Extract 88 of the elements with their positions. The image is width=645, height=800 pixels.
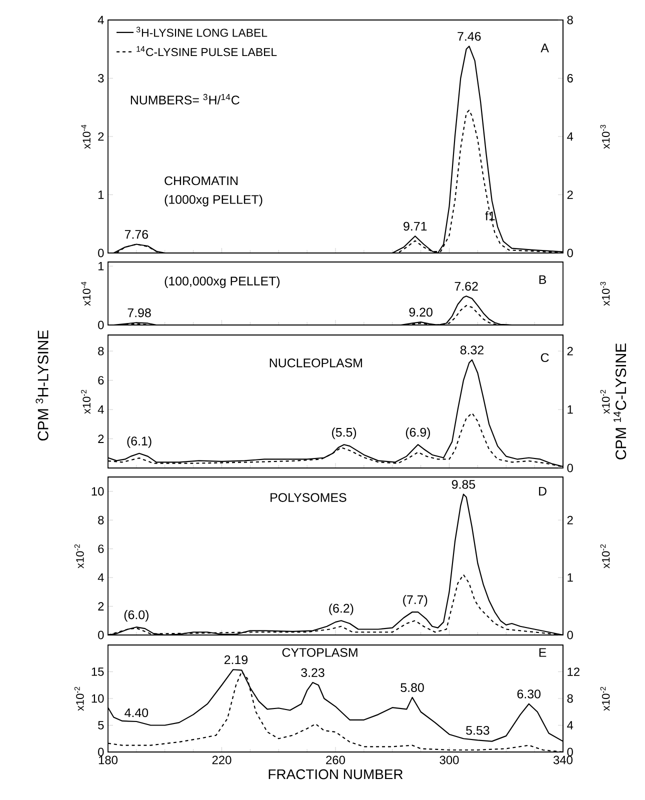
x-tick-label: 300 — [440, 756, 459, 764]
y-tick-label: 5 — [98, 721, 104, 730]
y2-tick-label: 2 — [567, 190, 573, 199]
annotation: 7.46 — [458, 32, 481, 41]
y-tick-label: 10 — [92, 694, 104, 703]
text: CPM $^{14}$C-LYSINE — [614, 343, 626, 460]
y2-tick-label: 6 — [567, 74, 573, 82]
y-tick-label: 0 — [98, 320, 104, 330]
chart-title: CYTOPLASM — [282, 648, 358, 657]
y2-tick-label: 0 — [567, 630, 573, 640]
annotation: 8.32 — [460, 346, 484, 354]
y-axis-title: x10$^{-4}$ — [81, 124, 90, 149]
y2-axis-title: x10$^{-3}$ — [600, 282, 610, 306]
x-tick-label: 180 — [98, 756, 118, 764]
y-tick-label: 0 — [98, 248, 104, 258]
annotation: 7.98 — [128, 308, 151, 318]
legend-label: $^{14}$C-LYSINE PULSE LABEL — [136, 46, 277, 56]
text: (100,000xg PELLET) — [164, 276, 280, 288]
annotation: 2.19 — [224, 655, 248, 664]
annotation: 3.23 — [301, 668, 324, 678]
annotation: (6.1) — [127, 436, 152, 448]
y-tick-label: 0 — [98, 748, 104, 756]
y-tick-label: 2 — [98, 132, 104, 141]
y-tick-label: 2 — [98, 434, 104, 443]
y-tick-label: 4 — [98, 405, 104, 414]
y-tick-label: 6 — [98, 544, 104, 554]
text: NUCLEOPLASM — [270, 358, 362, 368]
y2-tick-label: 1 — [568, 405, 573, 414]
y2-axis-title: x10$^{-2}$ — [600, 686, 610, 711]
text: CHROMATIN — [164, 176, 238, 186]
y-axis-title: x10$^{-2}$ — [74, 544, 84, 568]
y-tick-label: 4 — [98, 16, 104, 24]
y-tick-label: 1 — [98, 190, 104, 199]
y-axis-title: x10$^{-4}$ — [81, 282, 90, 306]
annotation: 5.53 — [466, 726, 490, 735]
x-tick-label: 260 — [326, 756, 346, 764]
x-axis-title: FRACTION NUMBER — [268, 769, 403, 780]
annotation: 7.76 — [124, 230, 148, 239]
annotation: D — [539, 486, 546, 496]
annotation: NUMBERS= $^{3}$H/$^{14}$C — [130, 94, 240, 104]
y2-tick-label: 4 — [567, 132, 574, 141]
annotation: E — [539, 648, 546, 657]
text: (1000xg PELLET) — [164, 194, 262, 206]
annotation: (6.2) — [329, 604, 354, 616]
annotation: (6.9) — [406, 428, 430, 440]
annotation: (6.0) — [124, 610, 148, 622]
legend-label: $^{3}$H-LYSINE LONG LABEL — [136, 26, 268, 37]
annotation: 6.30 — [517, 690, 541, 698]
y-tick-label: 2 — [98, 602, 104, 610]
y-tick-label: 8 — [98, 516, 104, 524]
y-tick-label: 4 — [98, 573, 104, 582]
y2-tick-label: 12 — [568, 668, 580, 676]
y2-tick-label: 8 — [567, 16, 573, 24]
y-tick-label: 8 — [98, 346, 104, 356]
y2-axis-title: x10$^{-2}$ — [600, 390, 610, 414]
annotation: (7.7) — [403, 594, 428, 607]
annotation: A — [540, 44, 549, 52]
y2-axis-title: x10$^{-3}$ — [600, 124, 610, 149]
text: CPM $^{3}$H-LYSINE — [36, 330, 48, 441]
y2-tick-label: 8 — [567, 694, 573, 703]
x-tick-label: 340 — [553, 756, 573, 764]
annotation: B — [539, 275, 546, 284]
y2-tick-label: 2 — [567, 516, 573, 524]
y2-tick-label: 1 — [568, 573, 573, 582]
y-tick-label: 3 — [98, 74, 104, 82]
annotation: 4.40 — [124, 708, 148, 718]
annotation: (5.5) — [332, 428, 356, 440]
y-tick-label: 15 — [92, 668, 104, 676]
y-axis-title: x10$^{-2}$ — [81, 390, 90, 414]
y2-tick-label: 0 — [567, 248, 573, 258]
annotation: 9.85 — [452, 480, 476, 489]
y-tick-label: 10 — [92, 487, 104, 496]
y2-axis-title: x10$^{-2}$ — [600, 544, 610, 568]
annotation: 5.80 — [400, 683, 424, 692]
y2-tick-label: 0 — [567, 748, 573, 756]
annotation: 9.20 — [409, 308, 432, 317]
y-axis-title: x10$^{-2}$ — [74, 686, 84, 711]
y2-tick-label: 0 — [567, 464, 573, 472]
annotation: 7.62 — [454, 282, 478, 291]
text: POLYSOMES — [270, 493, 346, 502]
y-tick-label: 0 — [98, 630, 104, 640]
annotation: C — [540, 353, 549, 362]
x-tick-label: 220 — [212, 756, 232, 764]
y2-tick-label: 2 — [567, 346, 573, 356]
y-tick-label: 1 — [98, 262, 104, 270]
annotation: 9.71 — [404, 222, 427, 231]
y2-tick-label: 4 — [567, 721, 574, 730]
y-tick-label: 6 — [98, 376, 104, 385]
